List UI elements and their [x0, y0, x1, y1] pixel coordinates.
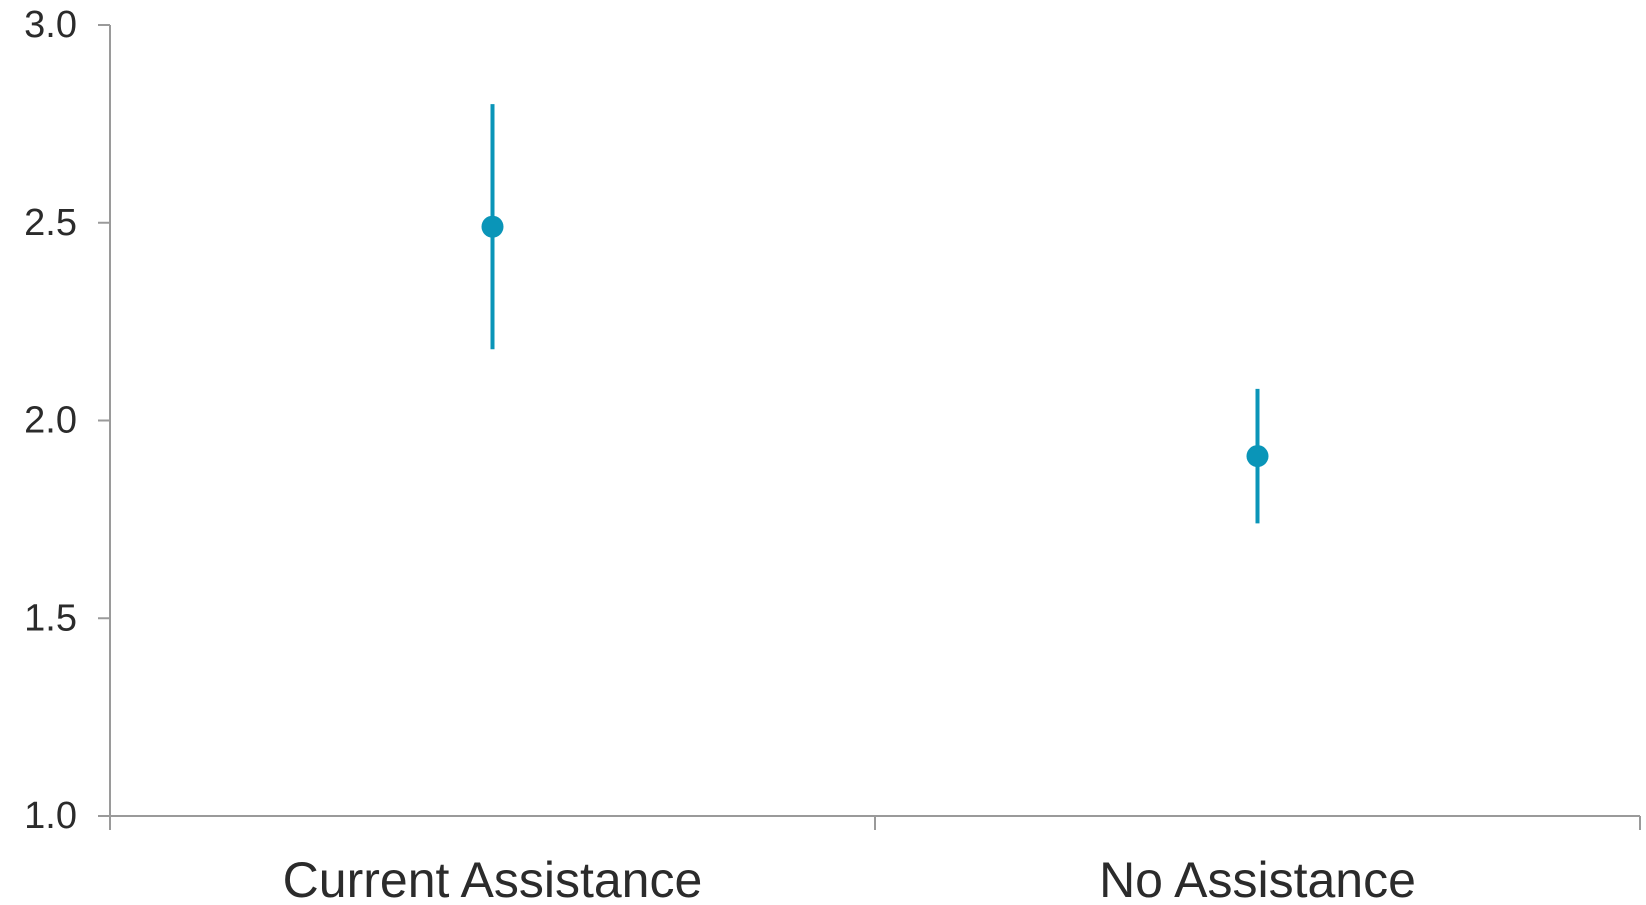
y-tick-label: 2.0 — [24, 400, 77, 442]
y-tick-label: 1.0 — [24, 795, 77, 837]
data-point — [481, 215, 504, 238]
y-tick-label: 1.5 — [24, 597, 77, 639]
y-tick-label: 2.5 — [24, 202, 77, 244]
data-point — [1246, 445, 1269, 468]
x-axis: Current Assistance No Assistance — [109, 815, 1641, 905]
y-axis: 1.0 1.5 2.0 2.5 3.0 — [24, 4, 111, 837]
x-category-label: Current Assistance — [283, 852, 703, 905]
x-category-label: No Assistance — [1099, 852, 1416, 905]
data-points — [481, 104, 1269, 524]
y-tick-label: 3.0 — [24, 4, 77, 46]
